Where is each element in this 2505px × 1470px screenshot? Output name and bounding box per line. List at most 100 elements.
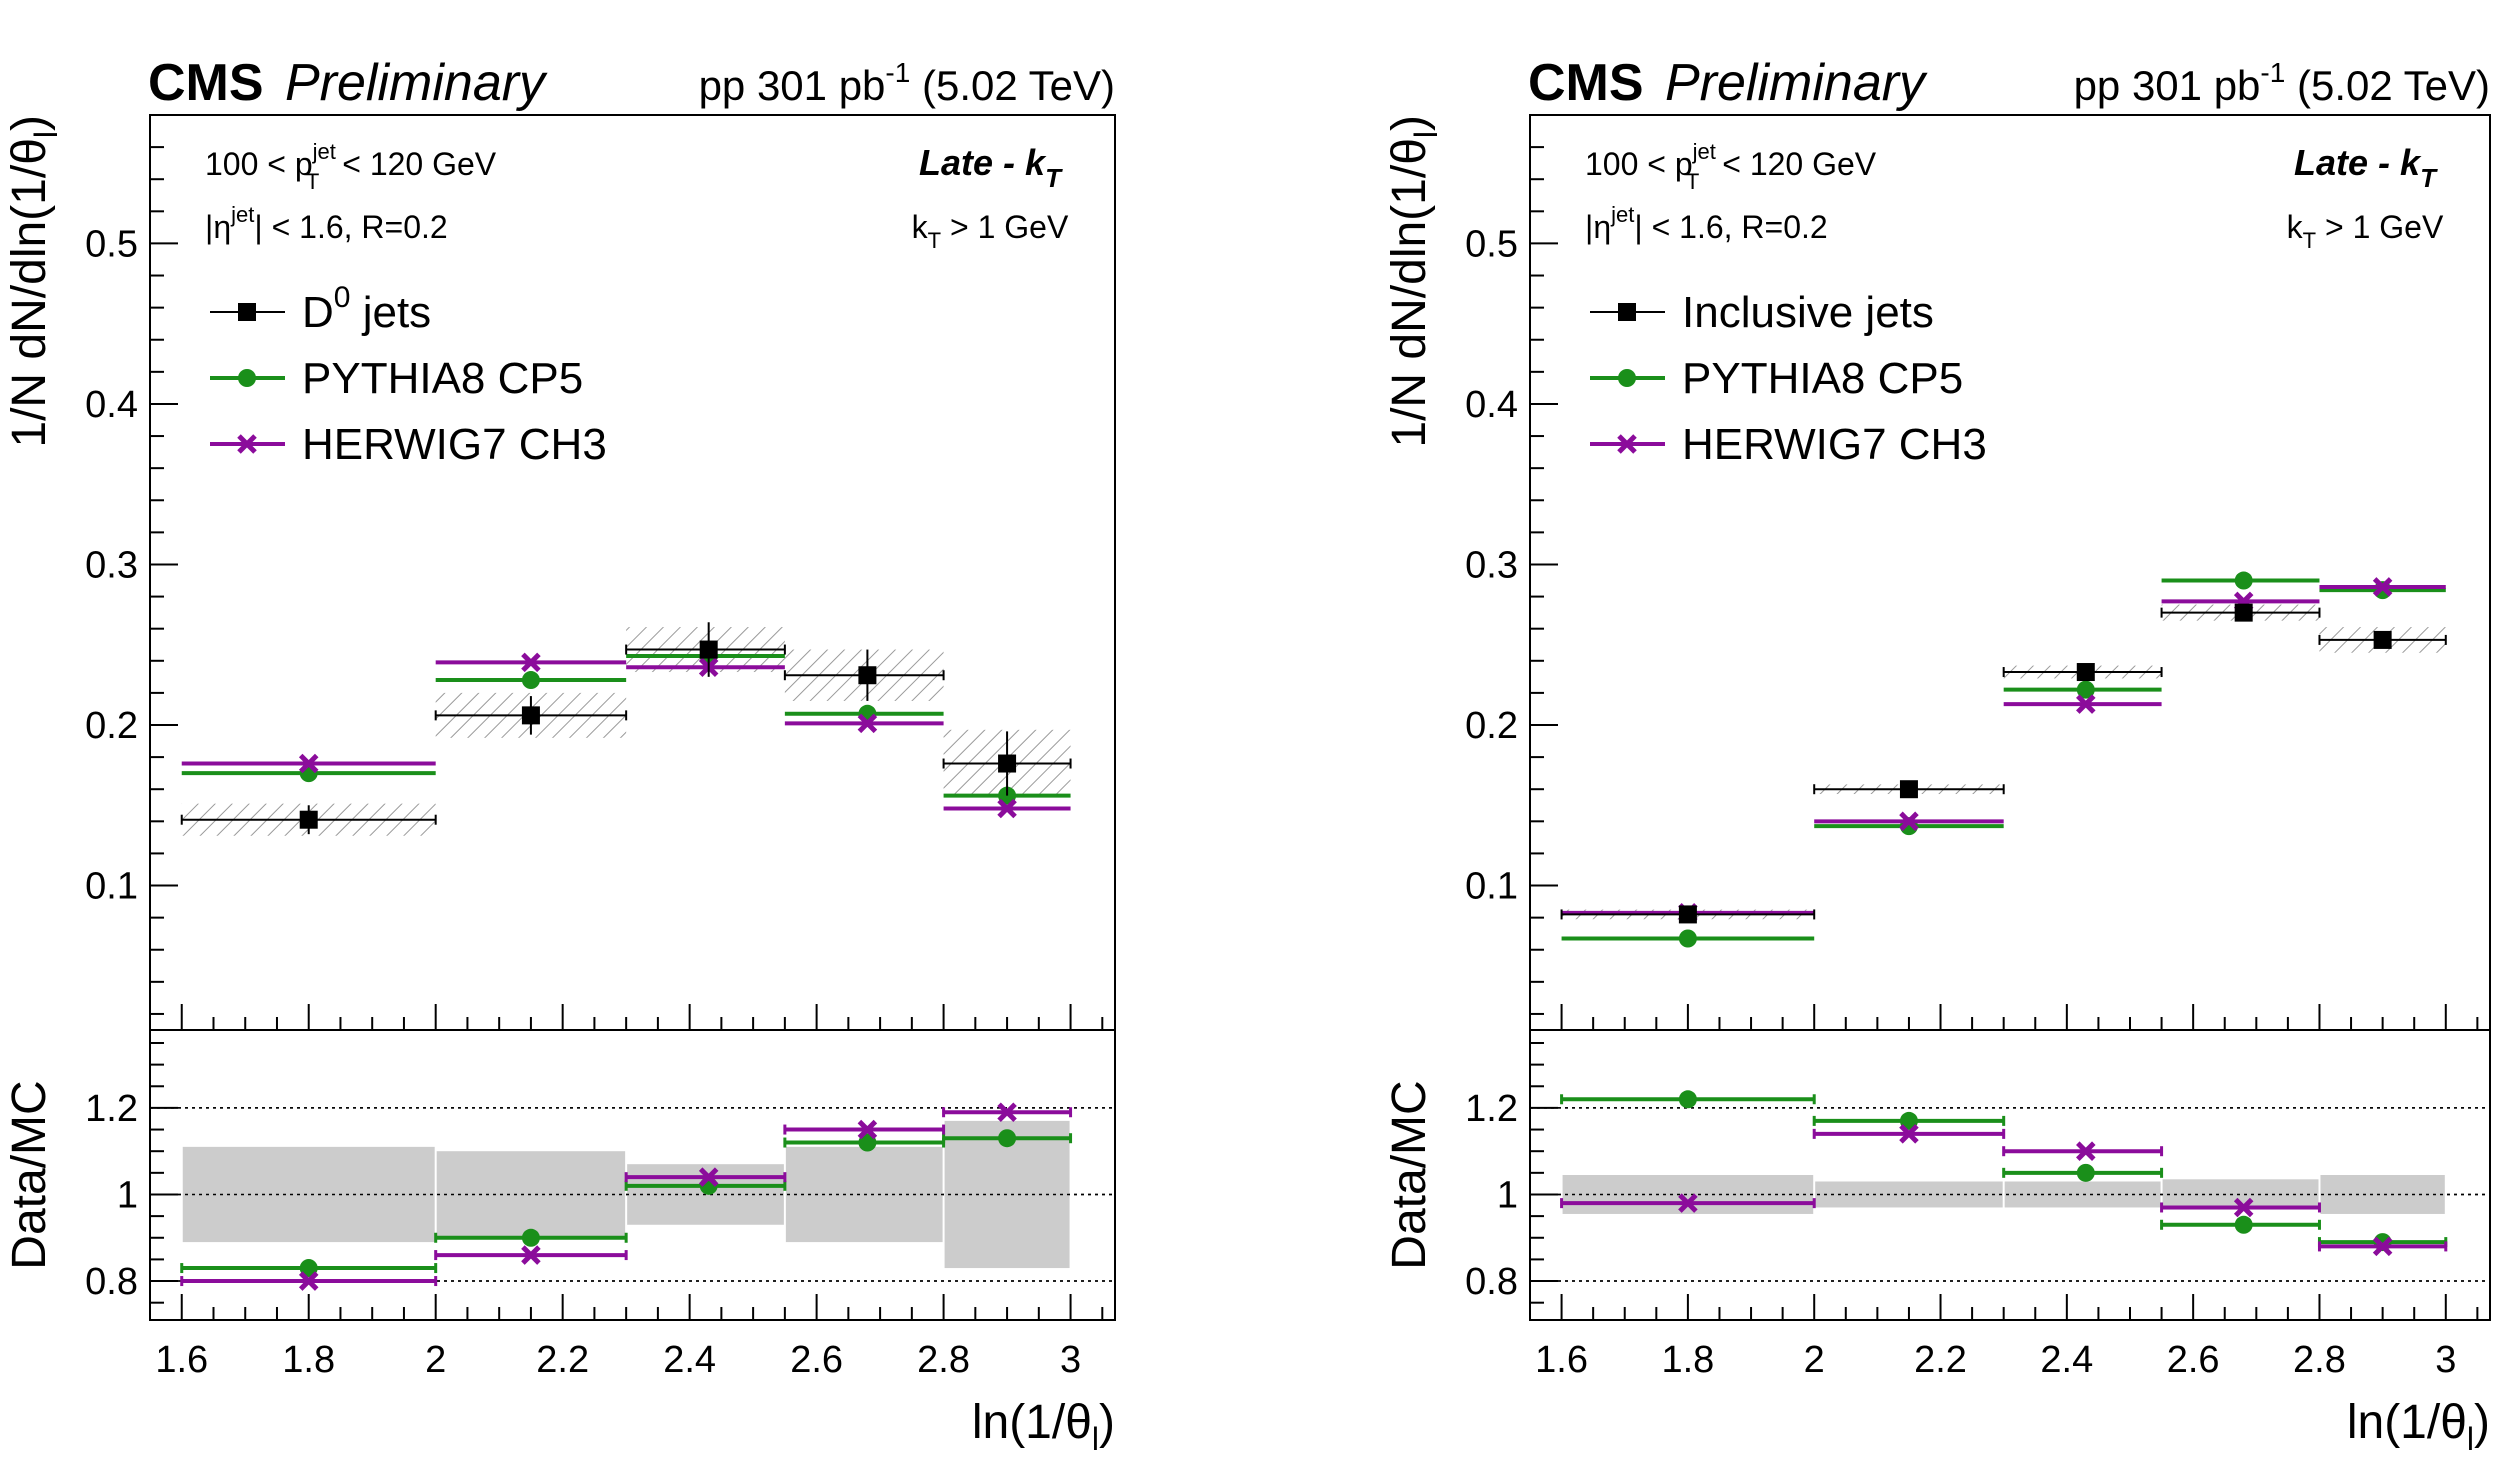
legend-label-text: PYTHIA8 CP5	[302, 354, 583, 403]
data-point	[2234, 603, 2253, 622]
data-point	[2076, 663, 2095, 682]
y-tick-label: 0.2	[85, 705, 138, 747]
luminosity-label: pp 301 pb-1 (5.02 TeV)	[2074, 57, 2490, 109]
luminosity-label: pp 301 pb-1 (5.02 TeV)	[699, 57, 1115, 109]
x-axis-title-subscript: l	[2467, 1421, 2474, 1457]
eta-superscript: jet	[1610, 202, 1634, 227]
legend-marker-square	[1618, 303, 1636, 321]
ratio-y-tick-label: 1	[117, 1174, 138, 1216]
x-tick-label: 1.6	[1535, 1339, 1588, 1381]
herwig-ratio-point	[2372, 1236, 2393, 1257]
herwig-ratio-point	[698, 1167, 719, 1187]
y-tick-label: 0.4	[85, 384, 138, 426]
legend-label: HERWIG7 CH3	[302, 420, 607, 469]
cms-label: CMS	[148, 54, 264, 112]
pythia-point	[2234, 571, 2253, 590]
herwig-ratio-point	[1678, 1193, 1698, 1213]
eta-label: |ηjet| < 1.6, R=0.2	[205, 202, 448, 245]
x-tick-label: 3	[1060, 1339, 1081, 1381]
x-axis-title-subscript: l	[1092, 1421, 1099, 1457]
y-axis-title-text: 1/N dN/dln(1/θ	[1383, 138, 1436, 448]
x-tick-label: 3	[2435, 1339, 2456, 1381]
eta-text: | < 1.6, R=0.2	[254, 209, 447, 245]
legend-label: PYTHIA8 CP5	[302, 354, 583, 403]
x-tick-label: 2.6	[790, 1339, 843, 1381]
x-axis-title-text: )	[2474, 1396, 2490, 1449]
legend-marker-square	[238, 303, 256, 321]
panel-left: 0.1 0.2 0.3 0.4 0.5 1.6 1.8 2 2.2 2.4 2.6 2.8 3 0.8 1 1…	[3, 54, 1116, 1457]
pt-subscript: T	[1686, 169, 1699, 194]
eta-text: |η	[1585, 209, 1611, 245]
herwig-ratio-point	[857, 1119, 878, 1140]
x-axis-title: ln(1/θl)	[2347, 1396, 2490, 1457]
herwig-point	[1899, 811, 1919, 832]
x-axis-title-text: )	[1099, 1396, 1115, 1449]
data-point	[998, 754, 1017, 773]
data-point	[1678, 905, 1697, 924]
lumi-exponent: -1	[2260, 57, 2285, 88]
pt-range-label: 100 < pjet T < 120 GeV	[205, 139, 497, 194]
pythia-ratio-point	[998, 1129, 1017, 1148]
x-axis-title-text: ln(1/θ	[2347, 1396, 2467, 1449]
x-tick-label: 2.8	[2293, 1339, 2346, 1381]
pt-text: < 120 GeV	[333, 146, 496, 182]
eta-superscript: jet	[230, 202, 254, 227]
pt-text: 100 < p	[205, 146, 313, 182]
data-point	[521, 706, 540, 725]
legend-marker-cross	[1617, 434, 1637, 454]
data-point	[299, 810, 318, 829]
legend-label-text: D	[302, 288, 334, 337]
ratio-y-axis-title: Data/MC	[3, 1080, 56, 1269]
algorithm-label: Late - kT	[2294, 142, 2438, 193]
herwig-point	[2372, 577, 2393, 597]
legend-superscript: 0	[334, 281, 351, 314]
data-point	[2373, 630, 2392, 649]
y-tick-label: 0.5	[1465, 223, 1518, 265]
herwig-ratio-point	[298, 1271, 319, 1291]
x-tick-label: 1.8	[1661, 1339, 1714, 1381]
herwig-point	[298, 753, 319, 774]
legend-marker-circle	[238, 369, 256, 387]
pythia-ratio-point	[299, 1259, 318, 1278]
herwig-ratio-point	[2076, 1141, 2096, 1161]
x-tick-label: 2.2	[1914, 1339, 1967, 1381]
herwig-ratio-point	[1899, 1124, 1919, 1144]
legend-label: HERWIG7 CH3	[1682, 420, 1987, 469]
kt-text: > 1 GeV	[941, 209, 1069, 245]
ratio-plot-frame	[1529, 1029, 2491, 1321]
legend-label-text: HERWIG7 CH3	[1682, 420, 1987, 469]
algorithm-subscript: T	[1045, 163, 1063, 193]
lumi-text: pp 301 pb	[699, 62, 886, 109]
herwig-point	[521, 652, 541, 673]
y-axis-title: 1/N dN/dln(1/θl)	[1383, 115, 1444, 448]
pt-text: 100 < p	[1585, 146, 1693, 182]
pythia-ratio-point	[858, 1133, 877, 1152]
kt-text: k	[2287, 209, 2304, 245]
algorithm-text: Late - k	[2294, 142, 2422, 183]
pt-range-label: 100 < pjet T < 120 GeV	[1585, 139, 1877, 194]
y-tick-label: 0.4	[1465, 384, 1518, 426]
x-tick-label: 2.4	[2040, 1339, 2093, 1381]
kt-subscript: T	[928, 228, 941, 253]
legend-label-text: Inclusive jets	[1682, 288, 1934, 337]
legend-label: Inclusive jets	[1682, 288, 1934, 337]
y-tick-label: 0.3	[85, 544, 138, 586]
pt-superscript: jet	[312, 139, 336, 164]
legend-label-text: PYTHIA8 CP5	[1682, 354, 1963, 403]
y-axis-title-text: 1/N dN/dln(1/θ	[3, 138, 56, 448]
energy-text: (5.02 TeV)	[2285, 62, 2490, 109]
x-tick-label: 2	[425, 1339, 446, 1381]
legend-marker-circle	[1618, 369, 1636, 387]
legend-label-text: HERWIG7 CH3	[302, 420, 607, 469]
eta-text: |η	[205, 209, 231, 245]
legend-label-suffix: jets	[350, 288, 431, 337]
y-axis-title-subscript: l	[28, 131, 64, 138]
herwig-ratio-point	[2233, 1197, 2254, 1218]
pythia-ratio-point	[2076, 1163, 2095, 1182]
x-axis-title-text: ln(1/θ	[972, 1396, 1092, 1449]
data-point	[858, 666, 877, 685]
pythia-ratio-point	[521, 1228, 540, 1247]
legend-marker-cross	[237, 434, 257, 454]
y-axis-title-text: )	[3, 115, 56, 131]
x-tick-label: 2.4	[663, 1339, 716, 1381]
